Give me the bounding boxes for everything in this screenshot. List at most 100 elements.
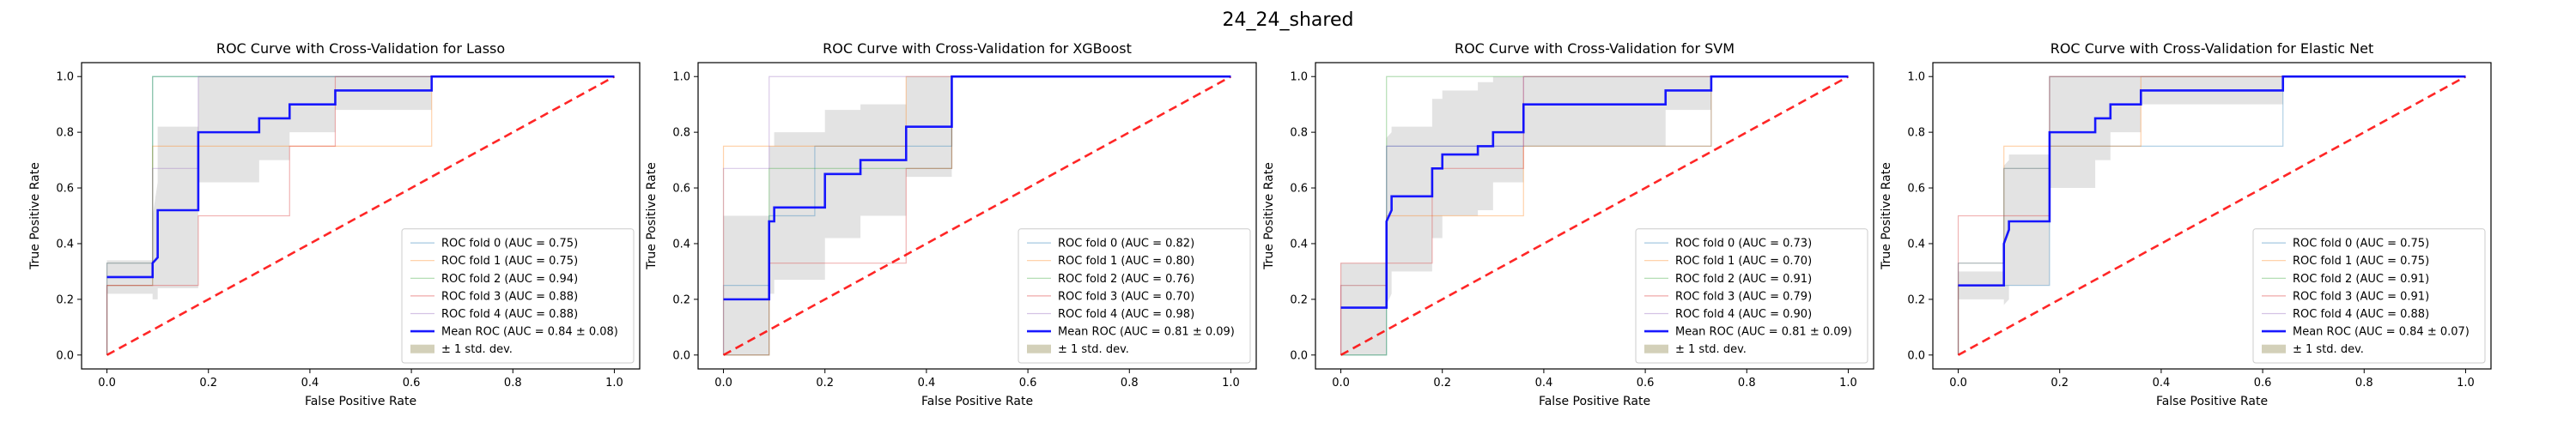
legend-box: [2252, 228, 2486, 364]
legend-entry-label: ± 1 std. dev.: [1058, 343, 1129, 356]
x-tick-label: 0.4: [301, 377, 319, 390]
x-axis-label: False Positive Rate: [2156, 395, 2268, 408]
legend-entry-label: ± 1 std. dev.: [2293, 343, 2364, 356]
legend: ROC fold 0 (AUC = 0.75) ROC fold 1 (AUC =…: [2252, 228, 2486, 364]
plot-frame: [1315, 62, 1874, 370]
legend-entry-label: Mean ROC (AUC = 0.84 ± 0.08): [441, 326, 618, 339]
y-tick-label: 0.2: [672, 293, 690, 306]
legend-swatch-band: [2262, 344, 2286, 353]
std-band: [1340, 76, 1849, 355]
chance-line: [1957, 76, 2467, 356]
legend-entry-label: ROC fold 2 (AUC = 0.76): [1058, 273, 1194, 286]
x-tick-label: 1.0: [605, 377, 623, 390]
legend-entry-label: ROC fold 4 (AUC = 0.88): [2293, 308, 2429, 321]
legend-box: [1635, 228, 1868, 364]
y-tick-label: 0.2: [56, 293, 74, 306]
y-tick-label: 0.4: [1290, 238, 1308, 251]
legend-entry-label: ROC fold 4 (AUC = 0.90): [1675, 308, 1812, 321]
legend: ROC fold 0 (AUC = 0.75) ROC fold 1 (AUC =…: [401, 228, 635, 364]
roc-fold-2-line: [106, 76, 615, 355]
legend-swatch-band: [1644, 344, 1668, 353]
legend-entry-label: ROC fold 3 (AUC = 0.70): [1058, 290, 1194, 303]
x-tick-label: 0.0: [714, 377, 732, 390]
legend-entry-label: ROC fold 1 (AUC = 0.75): [441, 255, 578, 268]
x-tick-label: 0.2: [816, 377, 834, 390]
x-tick-label: 0.4: [2153, 377, 2171, 390]
x-tick-label: 1.0: [1839, 377, 1857, 390]
roc-fold-1-line: [1340, 76, 1849, 355]
roc-fold-4-line: [722, 76, 1231, 355]
x-tick-label: 0.8: [1121, 377, 1139, 390]
y-tick-label: 0.8: [56, 127, 74, 140]
y-tick-label: 0.4: [56, 238, 74, 251]
legend-swatch-band: [410, 344, 434, 353]
legend-entry-label: ROC fold 2 (AUC = 0.91): [2293, 273, 2429, 286]
chance-line: [1340, 76, 1850, 356]
roc-panel-3: ROC Curve with Cross-Validation for Elas…: [1880, 40, 2492, 408]
mean-roc-line: [106, 75, 615, 279]
chart-title: ROC Curve with Cross-Validation for SVM: [1455, 40, 1735, 57]
x-tick-label: 1.0: [2457, 377, 2475, 390]
roc-panel-2: ROC Curve with Cross-Validation for SVM 0…: [1262, 40, 1874, 408]
y-tick-label: 1.0: [1907, 71, 1925, 84]
x-tick-label: 0.6: [1019, 377, 1037, 390]
mean-roc-line: [1958, 75, 2466, 287]
x-tick-label: 0.8: [504, 377, 522, 390]
x-tick-label: 0.6: [403, 377, 421, 390]
plot-frame: [697, 62, 1257, 370]
legend-entry-label: Mean ROC (AUC = 0.81 ± 0.09): [1058, 326, 1235, 339]
y-tick-label: 1.0: [672, 71, 690, 84]
roc-fold-2-line: [1340, 76, 1849, 356]
legend-entry-label: ROC fold 1 (AUC = 0.70): [1675, 255, 1812, 268]
x-tick-label: 0.0: [98, 377, 116, 390]
y-tick-label: 0.6: [56, 183, 74, 196]
chart-title: ROC Curve with Cross-Validation for Lass…: [216, 40, 505, 57]
y-tick-label: 0.6: [672, 183, 690, 196]
mean-roc-line: [723, 75, 1231, 301]
x-tick-label: 0.2: [199, 377, 217, 390]
y-tick-label: 1.0: [1290, 71, 1308, 84]
y-tick-label: 0.0: [56, 349, 74, 362]
x-tick-label: 0.4: [918, 377, 936, 390]
plot-frame: [1932, 62, 2492, 370]
y-tick-label: 0.2: [1907, 293, 1925, 306]
roc-fold-4-line: [1340, 76, 1849, 355]
x-tick-label: 0.8: [2355, 377, 2373, 390]
legend-box: [401, 228, 635, 364]
y-axis-label: True Positive Rate: [1880, 162, 1893, 270]
legend-entry-label: ROC fold 0 (AUC = 0.75): [2293, 238, 2429, 251]
x-tick-label: 0.8: [1738, 377, 1756, 390]
chance-line: [722, 76, 1232, 356]
y-axis-label: True Positive Rate: [1262, 162, 1276, 270]
y-tick-label: 0.2: [1290, 293, 1308, 306]
legend-entry-label: ROC fold 0 (AUC = 0.75): [441, 238, 578, 251]
x-axis-label: False Positive Rate: [305, 395, 416, 408]
y-tick-label: 0.8: [1907, 127, 1925, 140]
y-axis-label: True Positive Rate: [28, 162, 42, 270]
mean-roc-line: [1340, 75, 1849, 309]
legend-entry-label: ROC fold 2 (AUC = 0.91): [1675, 273, 1812, 286]
x-tick-label: 0.0: [1949, 377, 1967, 390]
legend-entry-label: ROC fold 1 (AUC = 0.75): [2293, 255, 2429, 268]
y-tick-label: 0.0: [672, 349, 690, 362]
legend-entry-label: ROC fold 0 (AUC = 0.73): [1675, 238, 1812, 251]
y-tick-label: 0.8: [1290, 127, 1308, 140]
legend-entry-label: ROC fold 3 (AUC = 0.91): [2293, 290, 2429, 303]
roc-panel-0: ROC Curve with Cross-Validation for Lass…: [28, 40, 641, 408]
legend-entry-label: ROC fold 4 (AUC = 0.88): [441, 308, 578, 321]
x-tick-label: 0.0: [1332, 377, 1350, 390]
y-tick-label: 0.6: [1907, 183, 1925, 196]
roc-fold-4-line: [1957, 76, 2466, 355]
x-tick-label: 0.2: [1433, 377, 1451, 390]
legend-entry-label: ROC fold 3 (AUC = 0.79): [1675, 290, 1812, 303]
y-tick-label: 0.0: [1907, 349, 1925, 362]
legend: ROC fold 0 (AUC = 0.73) ROC fold 1 (AUC =…: [1635, 228, 1868, 364]
chart-title: ROC Curve with Cross-Validation for XGBo…: [823, 40, 1132, 57]
y-tick-label: 0.6: [1290, 183, 1308, 196]
chance-line: [106, 76, 616, 356]
legend-entry-label: Mean ROC (AUC = 0.84 ± 0.07): [2293, 326, 2470, 339]
legend-entry-label: ± 1 std. dev.: [1675, 343, 1747, 356]
x-axis-label: False Positive Rate: [1539, 395, 1650, 408]
x-axis-label: False Positive Rate: [921, 395, 1033, 408]
